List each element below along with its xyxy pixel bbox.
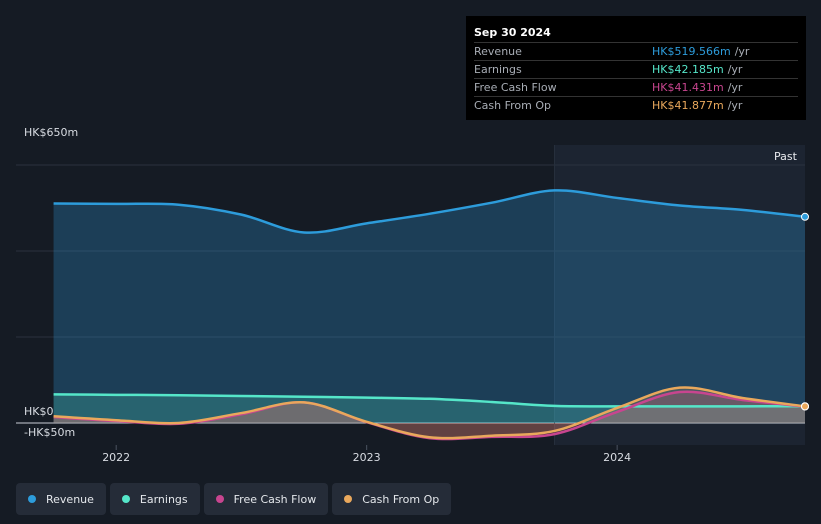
tooltip-value: HK$41.431m [652,81,724,94]
tooltip-panel: Sep 30 2024 Revenue HK$519.566m /yr Earn… [466,16,806,120]
legend-label: Earnings [139,492,188,506]
series-lines [53,189,806,441]
series-areas [53,190,806,440]
y-axis-max-label: HK$650m [24,126,79,139]
legend-dot-icon [215,495,224,503]
x-axis-ticks: 2022 2023 2024 [102,445,631,464]
tooltip-row-cash-from-op: Cash From Op HK$41.877m /yr [474,96,798,114]
legend-dot-icon [28,495,36,503]
x-tick-label: 2024 [603,451,631,464]
tooltip-unit: /yr [727,81,743,94]
tooltip-unit: /yr [727,99,743,112]
legend-label: Revenue [46,492,94,506]
area-free-cash-flow [53,391,806,440]
tooltip-label: Revenue [474,45,522,58]
tooltip-label: Cash From Op [474,99,552,112]
legend: Revenue Earnings Free Cash Flow Cash Fro… [16,483,452,515]
line-cash-from-op [53,386,806,440]
legend-dot-icon [344,495,353,503]
tooltip-row-free-cash-flow: Free Cash Flow HK$41.431m /yr [474,78,798,96]
legend-item-cash-from-op[interactable]: Cash From Op [332,483,452,515]
line-earnings [53,393,806,408]
area-cash-from-op [53,387,806,439]
area-earnings [53,394,806,423]
x-tick-label: 2023 [353,451,381,464]
x-tick-label: 2022 [102,451,130,464]
y-axis-min-label: -HK$50m [24,426,76,439]
area-revenue [53,190,806,423]
tooltip-value: HK$519.566m [652,45,731,58]
tooltip-label: Free Cash Flow [474,81,557,94]
legend-label: Cash From Op [362,492,440,506]
y-axis-zero-label: HK$0 [24,405,54,418]
tooltip-row-revenue: Revenue HK$519.566m /yr [474,42,798,60]
legend-item-revenue[interactable]: Revenue [16,483,106,515]
tooltip-row-earnings: Earnings HK$42.185m /yr [474,60,798,78]
tooltip-value: HK$41.877m [652,99,724,112]
end-point-revenue [801,212,809,221]
legend-item-earnings[interactable]: Earnings [109,483,200,515]
tooltip-unit: /yr [734,45,750,58]
line-revenue [53,189,806,234]
legend-label: Free Cash Flow [233,492,317,506]
tooltip-date: Sep 30 2024 [474,26,551,39]
legend-dot-icon [121,495,130,503]
tooltip-label: Earnings [474,63,522,76]
end-markers [801,212,809,411]
tooltip-value: HK$42.185m [652,63,724,76]
tooltip-unit: /yr [727,63,743,76]
past-label: Past [774,150,797,163]
legend-item-free-cash-flow[interactable]: Free Cash Flow [203,483,329,515]
end-point-cash-from-op [801,402,809,411]
